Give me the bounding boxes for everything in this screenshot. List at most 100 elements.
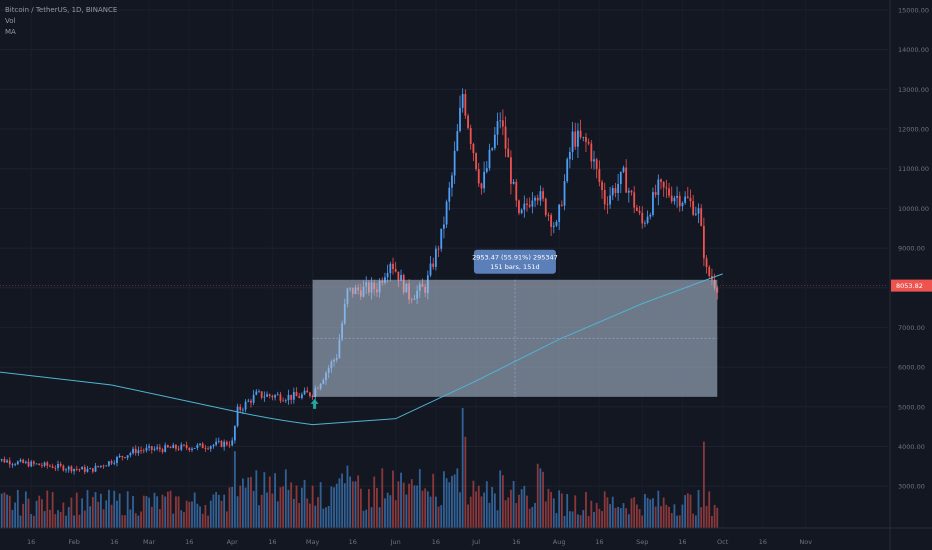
volume-bar [702,441,705,528]
candle-body [633,192,636,208]
legend-symbol[interactable]: Bitcoin / TetherUS, 1D, BINANCE [5,6,118,14]
volume-bar [609,504,611,528]
volume-bar [215,492,218,528]
volume-bar [54,514,57,528]
candle-body [212,444,215,447]
candle-body [641,212,644,224]
volume-bar [585,491,587,528]
volume-bar [30,514,33,528]
volume-bar [528,508,531,528]
volume-bar [225,511,228,528]
legend-ma[interactable]: MA [5,28,16,36]
volume-bar [284,469,287,528]
volume-bar [416,485,419,528]
volume-bar [263,472,266,528]
volume-bar [716,507,719,528]
candle-body [70,466,73,472]
candle-body [585,136,587,142]
candle-body [601,181,603,190]
candle-body [488,149,491,169]
candle-body [244,401,247,410]
volume-bar [282,486,285,528]
candle-body [619,171,622,185]
candle-body [196,444,199,448]
volume-bar [188,501,191,528]
volume-bar [32,515,35,528]
volume-bar [287,489,290,528]
volume-bar [19,515,22,528]
volume-bar [376,487,378,528]
time-tick-label: 16 [268,538,276,546]
volume-bar [236,496,239,528]
candle-body [99,465,102,467]
volume-bar [354,481,357,528]
legend-volume[interactable]: Vol [5,17,16,25]
volume-bar [453,474,456,528]
volume-bar [124,515,126,528]
measure-tool[interactable]: 2953.47 (55.91%) 295347 151 bars, 151d [312,249,718,397]
candle-body [389,263,392,274]
volume-bar [644,493,646,528]
volume-bar [392,470,394,528]
volume-bar [684,495,687,528]
volume-bar [662,497,665,528]
candle-body [43,462,46,466]
volume-bar [11,509,14,528]
volume-bar [108,489,110,528]
volume-bar [467,504,469,528]
volume-bar [266,492,268,528]
candle-body [630,190,633,193]
price-axis[interactable]: 15000.00 14000.00 13000.00 12000.00 11000.00… [0,7,932,491]
volume-bar [306,498,309,528]
volume-bar [432,473,435,528]
candle-body [563,181,566,206]
volume-bar [501,475,504,528]
volume-bar [172,513,175,528]
price-tick-label: 13000.00 [898,86,929,94]
candle-body [110,461,113,464]
candle-body [153,448,156,450]
candle-body [587,141,590,144]
volume-bar [550,491,553,528]
candle-body [142,450,145,452]
volume-bar [708,491,711,528]
volume-bar [231,486,234,528]
time-tick-label: 16 [349,538,357,546]
candle-body [542,191,544,199]
candle-body [518,200,520,214]
volume-bar [394,500,397,528]
volume-bar [424,488,427,528]
volume-bar [207,515,209,528]
volume-bar [625,508,628,528]
price-tick-label: 12000.00 [898,126,929,134]
candle-body [702,225,705,259]
candle-body [448,187,451,202]
candle-body [475,153,477,170]
volume-bar [62,502,65,528]
volume-bar [665,504,668,528]
volume-bar [166,491,169,528]
candle-body [134,448,137,454]
volume-bar [480,496,483,528]
volume-bar [678,515,681,528]
candle-body [38,463,41,466]
volume-bar [97,501,100,528]
volume-bar [276,501,279,528]
candle-body [287,394,290,401]
candle-body [499,120,502,122]
volume-bar [606,497,609,528]
volume-bar [652,498,654,528]
time-tick-label: 16 [27,538,35,546]
candle-body [536,197,539,201]
volume-bar [574,495,577,528]
candle-body [102,465,105,467]
candle-body [496,121,499,135]
volume-bar [397,481,400,528]
volume-bar [121,515,124,528]
volume-bar [633,497,636,528]
volume-bar [35,500,38,528]
candle-body [271,395,274,398]
time-tick-label: 16 [185,538,193,546]
